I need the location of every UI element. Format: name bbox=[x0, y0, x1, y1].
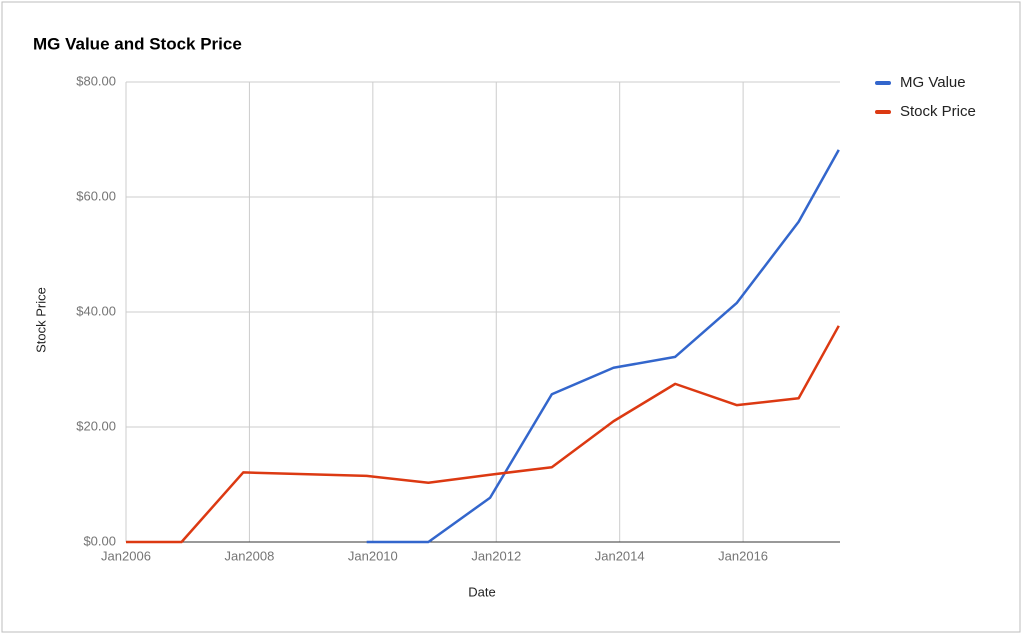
y-axis-label: Stock Price bbox=[33, 287, 48, 353]
x-tick-label: Jan2016 bbox=[718, 548, 768, 563]
x-tick-label: Jan2014 bbox=[595, 548, 645, 563]
x-tick-label: Jan2010 bbox=[348, 548, 398, 563]
legend-label: Stock Price bbox=[900, 103, 976, 120]
y-tick-label: $80.00 bbox=[76, 73, 116, 88]
legend-label: MG Value bbox=[900, 74, 966, 91]
y-tick-label: $40.00 bbox=[76, 303, 116, 318]
chart-title: MG Value and Stock Price bbox=[33, 34, 242, 53]
x-tick-label: Jan2006 bbox=[101, 548, 151, 563]
x-tick-label: Jan2008 bbox=[224, 548, 274, 563]
y-tick-label: $60.00 bbox=[76, 188, 116, 203]
series-line bbox=[366, 149, 840, 544]
series-line bbox=[126, 325, 840, 544]
y-tick-label: $20.00 bbox=[76, 418, 116, 433]
x-tick-label: Jan2012 bbox=[471, 548, 521, 563]
y-tick-label: $0.00 bbox=[83, 533, 116, 548]
x-axis-label: Date bbox=[468, 584, 495, 599]
